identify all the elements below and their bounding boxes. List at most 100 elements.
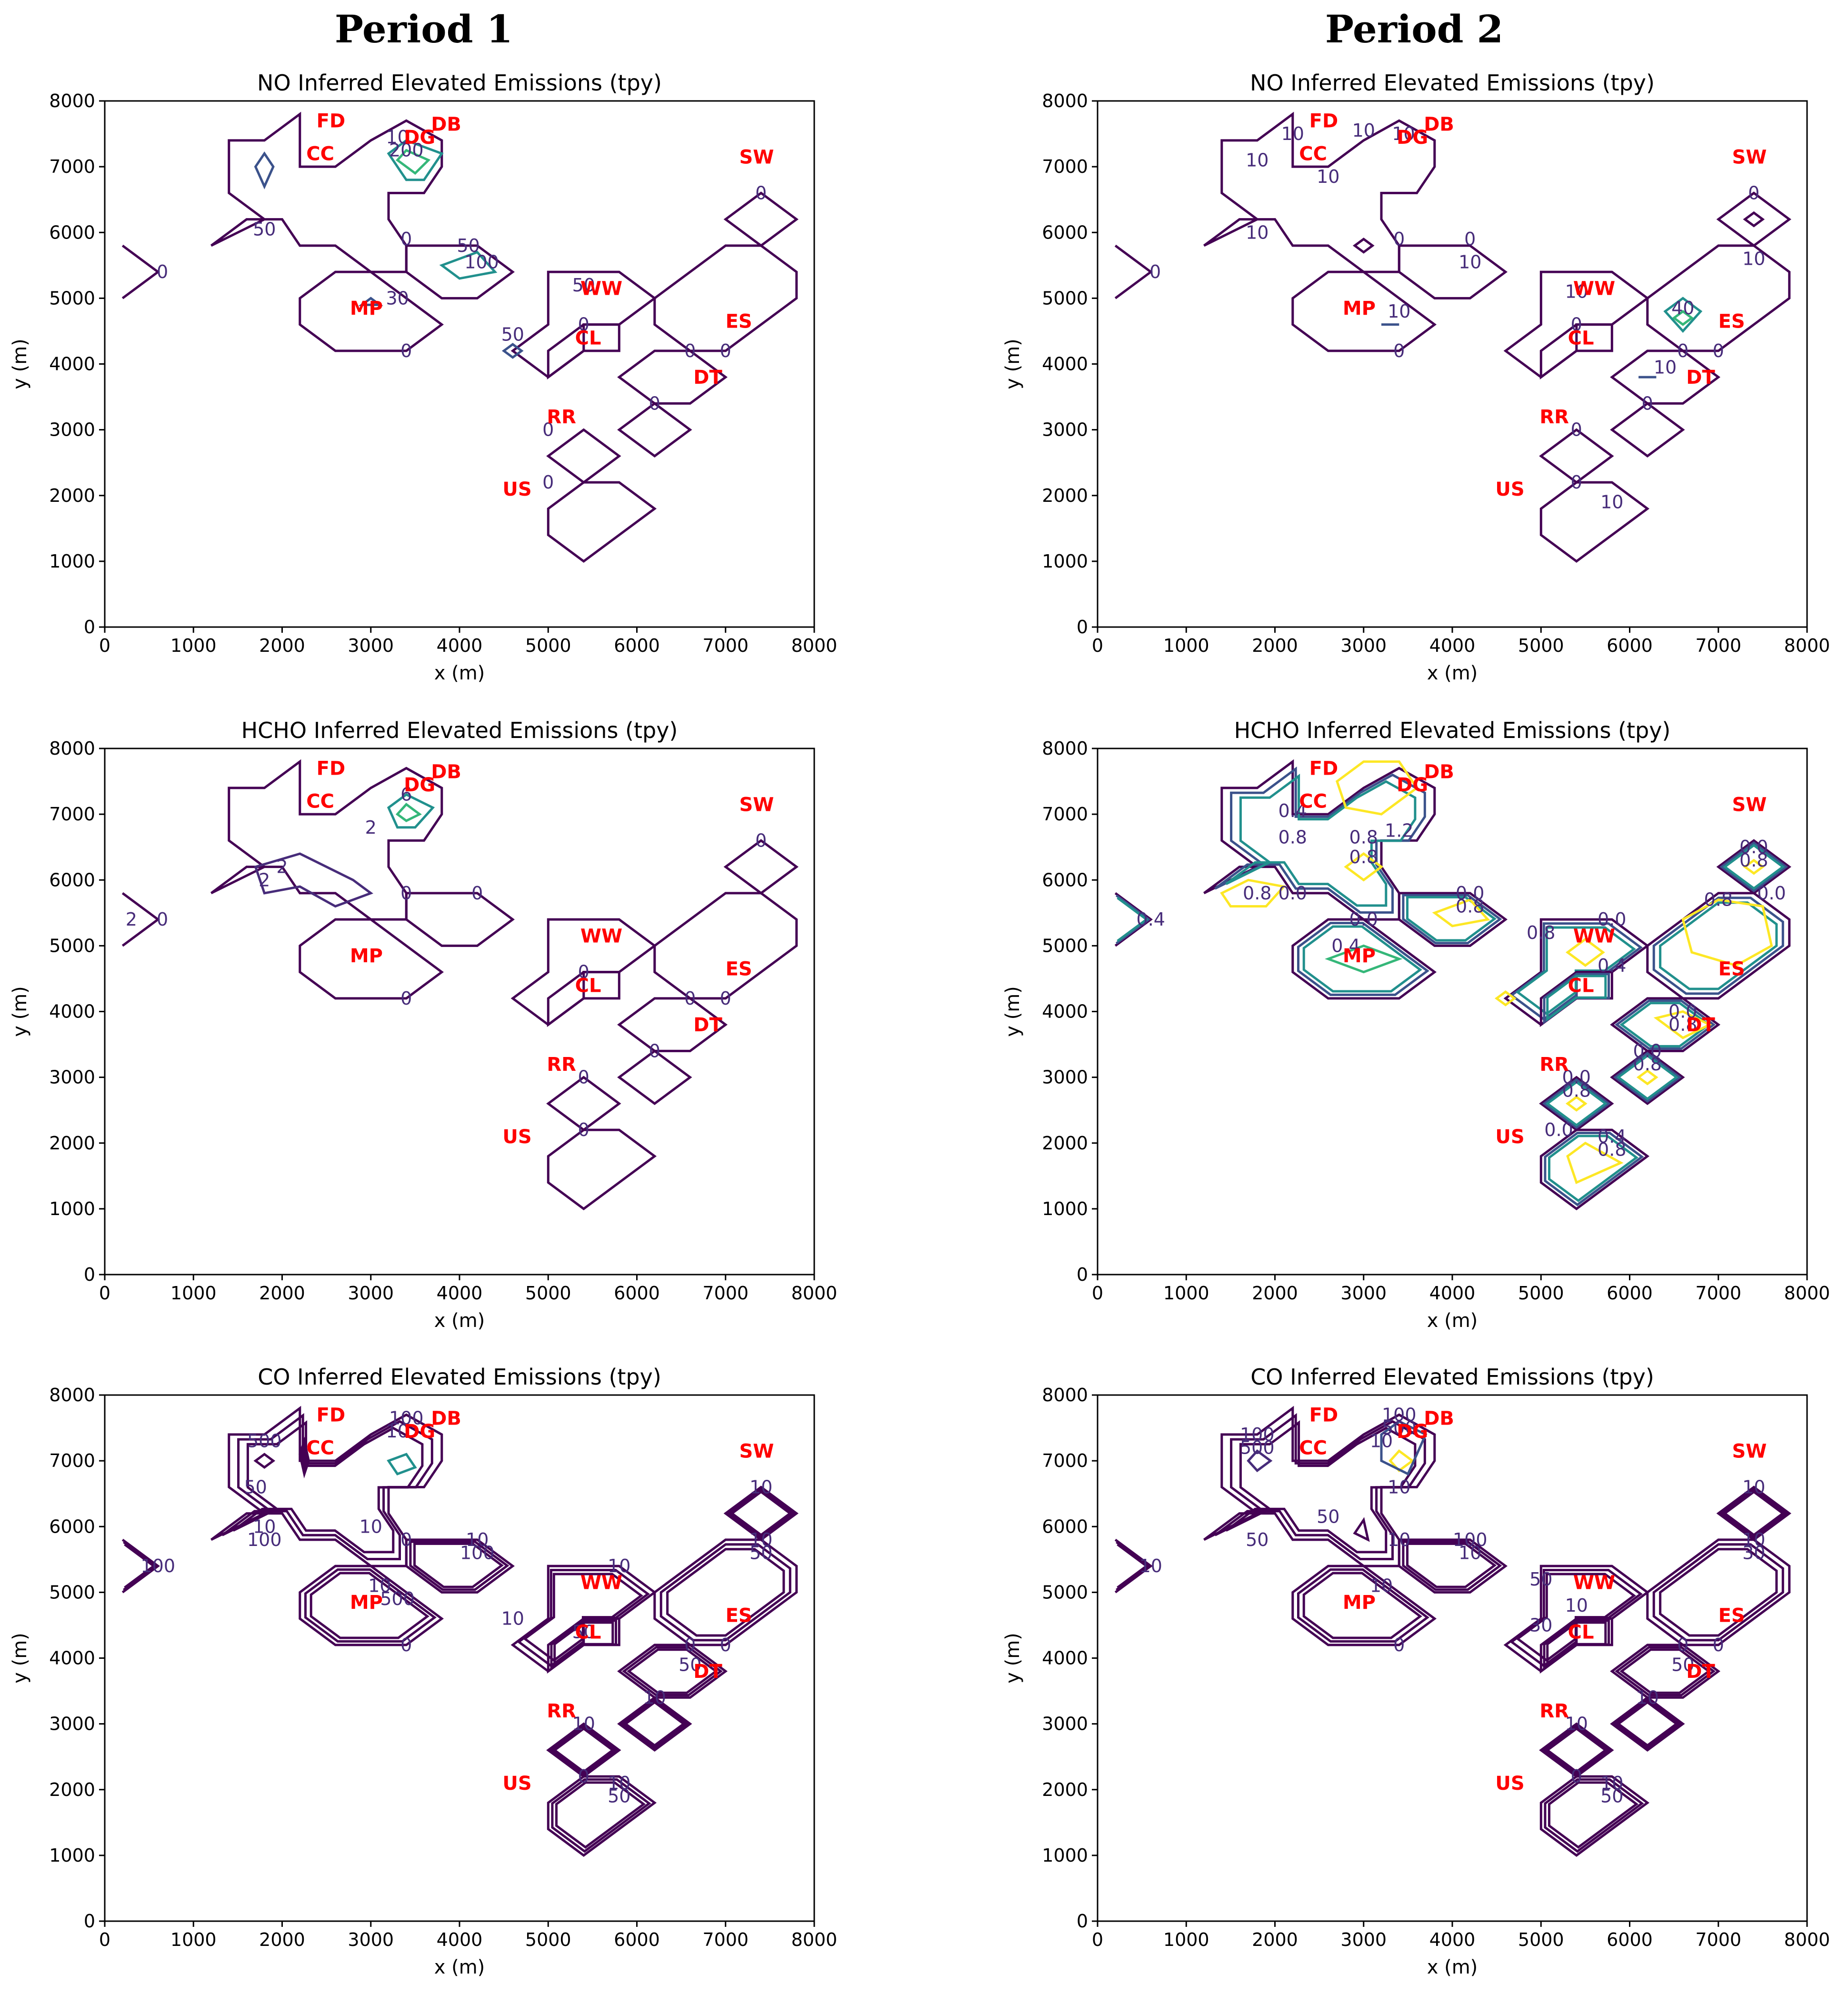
y-tick-label: 1000	[49, 1198, 95, 1219]
contour-inner	[1565, 937, 1605, 967]
contour-label: 10	[608, 1773, 630, 1794]
contour-label: 0	[1713, 1635, 1724, 1655]
contour-sw	[730, 1490, 792, 1537]
site-label-fd: FD	[317, 1404, 346, 1426]
contour-label: 0.8	[1668, 1014, 1697, 1035]
contour-inner	[254, 151, 275, 189]
contour-inner	[1220, 878, 1286, 907]
contour-label: 0	[649, 393, 660, 414]
contour-label: 0	[684, 1635, 696, 1655]
x-tick-label: 0	[99, 1929, 110, 1950]
contour-us	[547, 481, 657, 563]
contour-label: 0	[400, 229, 412, 249]
contour-label: 500	[247, 1431, 282, 1452]
x-tick-label: 5000	[1518, 1283, 1564, 1304]
contour-mp	[304, 1568, 437, 1643]
site-label-es: ES	[726, 958, 752, 980]
contour-chart-hcho-period1: HCHO Inferred Elevated Emissions (tpy)2 0…	[9, 718, 837, 1332]
y-tick-label: 3000	[1042, 1714, 1088, 1735]
contour-cluster	[210, 111, 443, 273]
contour-us	[551, 1778, 651, 1853]
chart-title: NO Inferred Elevated Emissions (tpy)	[1250, 70, 1655, 96]
contour-label: 100	[1453, 1529, 1488, 1550]
contour-ww	[1516, 1573, 1636, 1662]
x-tick-label: 1000	[170, 1929, 217, 1950]
contour-label: 0.8	[1739, 850, 1768, 871]
contour-label: 0.8	[1527, 922, 1555, 943]
contour-label: 0	[1642, 393, 1653, 414]
contour-label: 100	[1240, 1424, 1275, 1445]
y-tick-label: 0	[84, 617, 95, 638]
contour-es	[653, 892, 798, 1000]
contour-label: 0.0	[1668, 1001, 1697, 1022]
contour-inner	[395, 149, 431, 175]
contour-cl	[1546, 975, 1607, 1022]
contour-sw	[1719, 841, 1788, 893]
y-tick-label: 5000	[1042, 1582, 1088, 1603]
contour-inner	[1566, 1141, 1624, 1184]
site-label-dg: DG	[1397, 774, 1428, 796]
contour-label: 10	[1370, 1431, 1393, 1452]
contour-west	[1116, 894, 1151, 945]
contour-pad1	[1406, 896, 1497, 942]
contour-label: 30	[1529, 1615, 1552, 1635]
contour-inner	[1352, 237, 1375, 254]
contour-inner	[1247, 1449, 1273, 1473]
site-label-rr: RR	[1539, 1700, 1569, 1722]
x-axis-label: x (m)	[434, 1310, 485, 1332]
x-tick-label: 4000	[437, 635, 483, 656]
site-label-mp: MP	[350, 945, 383, 967]
contour-rr1	[1613, 1052, 1682, 1103]
y-tick-label: 4000	[1042, 354, 1088, 375]
contour-es	[1646, 244, 1791, 352]
y-tick-label: 2000	[1042, 1133, 1088, 1154]
contour-label: 50	[1317, 1506, 1339, 1527]
contour-label: 50	[572, 275, 595, 296]
contour-cl	[547, 971, 620, 1027]
site-label-es: ES	[726, 1605, 752, 1627]
contour-label: 10	[253, 1516, 276, 1537]
site-label-es: ES	[1718, 311, 1745, 333]
y-tick-label: 3000	[1042, 419, 1088, 440]
contour-mp	[1302, 925, 1422, 993]
contour-lines	[1114, 111, 1791, 563]
site-label-fd: FD	[317, 758, 346, 779]
site-label-cl: CL	[1568, 975, 1594, 997]
contour-label: 50	[1600, 1786, 1623, 1807]
contour-inner	[254, 852, 374, 908]
x-tick-label: 8000	[1784, 1283, 1830, 1304]
x-tick-label: 0	[1092, 1283, 1103, 1304]
contour-label: 0	[1677, 1635, 1688, 1655]
x-tick-label: 2000	[259, 1929, 305, 1950]
x-axis-label: x (m)	[1427, 1956, 1478, 1978]
contour-label: 0	[542, 472, 554, 493]
y-tick-label: 0	[84, 1911, 95, 1932]
contour-inner	[1743, 211, 1765, 228]
contour-rr1	[1613, 1698, 1682, 1750]
contour-chart-no-period2: NO Inferred Elevated Emissions (tpy) 10 10…	[1002, 70, 1830, 684]
y-axis-label: y (m)	[9, 1633, 31, 1684]
contour-label: 10	[1317, 166, 1339, 187]
contour-label: 0.0	[1279, 883, 1307, 904]
contour-rr2	[1542, 1078, 1611, 1129]
contour-ww	[517, 1569, 650, 1667]
x-axis-label: x (m)	[434, 662, 485, 684]
contour-label: 0.8	[1456, 896, 1484, 917]
contour-rr1	[617, 402, 692, 458]
contour-rr1	[617, 1696, 692, 1752]
contour-inner	[1565, 1095, 1588, 1112]
x-tick-label: 8000	[1784, 1929, 1830, 1950]
contour-west	[121, 892, 160, 947]
contour-label: 10	[1600, 1773, 1623, 1794]
contour-es	[666, 1548, 785, 1637]
contour-inner	[1636, 1069, 1658, 1086]
contour-inner	[387, 139, 444, 181]
x-tick-label: 7000	[702, 635, 749, 656]
y-tick-label: 4000	[49, 354, 95, 375]
contour-label: 0	[157, 909, 168, 930]
y-tick-label: 2000	[1042, 1779, 1088, 1800]
x-tick-label: 1000	[170, 1283, 217, 1304]
contour-us	[1539, 481, 1649, 563]
contour-mp	[299, 1565, 444, 1646]
site-label-rr: RR	[547, 1700, 576, 1722]
